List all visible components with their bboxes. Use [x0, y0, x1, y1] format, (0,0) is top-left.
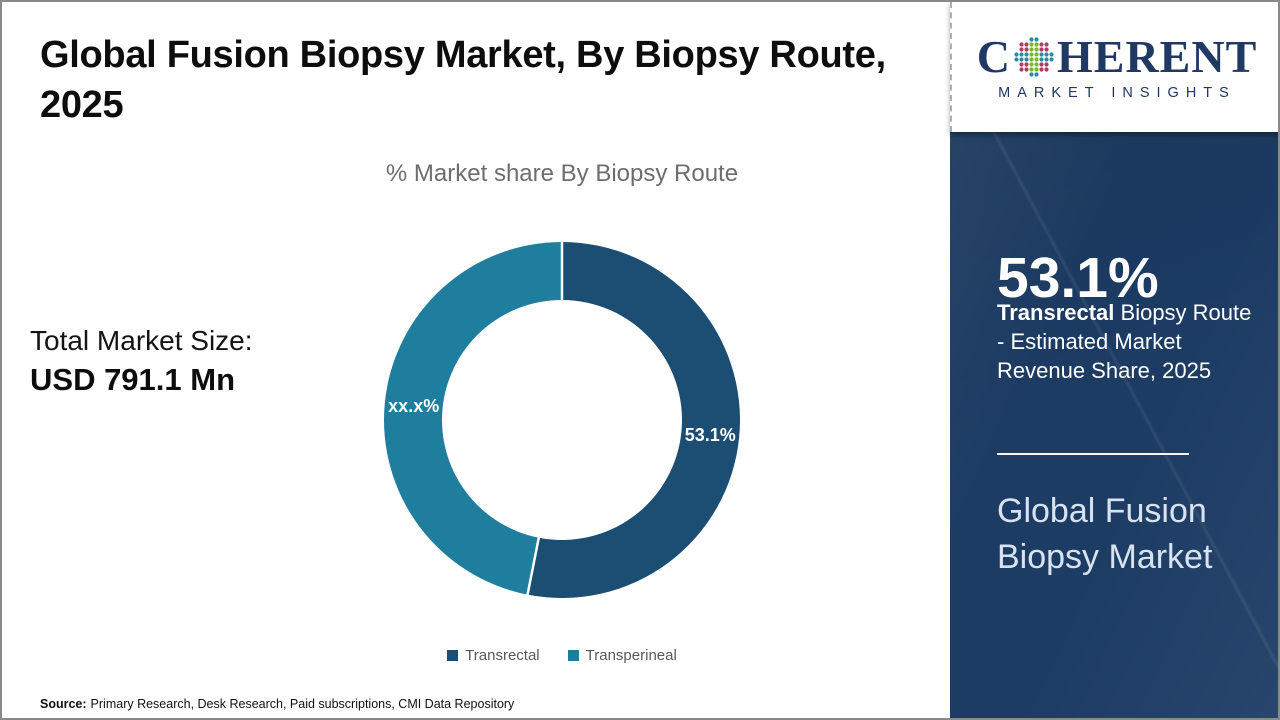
logo-word-start: C	[976, 30, 1011, 82]
globe-dot	[1039, 46, 1044, 52]
globe-dot	[1034, 66, 1039, 72]
source-line: Source: Primary Research, Desk Research, …	[40, 697, 514, 711]
globe-dot	[1024, 56, 1029, 62]
globe-dot	[1014, 51, 1019, 57]
sidebar-stat-value: 53.1%	[997, 246, 1159, 310]
legend-item-transperineal: Transperineal	[567, 647, 677, 664]
sidebar: C HERENT MARKET INSIGHTS 53.1% Transrect…	[950, 2, 1278, 718]
globe-dot	[1049, 56, 1054, 62]
globe-dot	[1044, 61, 1049, 67]
legend-item-transrectal: Transrectal	[447, 647, 540, 664]
globe-dot	[1039, 56, 1044, 62]
legend-label: Transperineal	[585, 647, 677, 664]
globe-dot	[1039, 41, 1044, 47]
donut-slice-label-transperineal: xx.x%	[388, 396, 439, 416]
globe-dot	[1014, 56, 1019, 62]
total-market-size-block: Total Market Size: USD 791.1 Mn	[30, 322, 253, 400]
coherent-globe-icon	[1014, 36, 1054, 77]
globe-dot	[1019, 46, 1024, 52]
donut-slice-transrectal	[527, 242, 740, 598]
globe-dot	[1049, 51, 1054, 57]
globe-dot	[1019, 56, 1024, 62]
globe-dot	[1019, 66, 1024, 72]
legend-label: Transrectal	[465, 647, 540, 664]
page-title-line1: Global Fusion Biopsy Market, By Biopsy R…	[40, 34, 886, 76]
globe-dot	[1029, 66, 1034, 72]
globe-dot	[1034, 36, 1039, 42]
globe-dot	[1044, 66, 1049, 72]
globe-dot	[1029, 71, 1034, 77]
donut-slice-transperineal	[383, 242, 562, 595]
page-title: Global Fusion Biopsy Market, By Biopsy R…	[40, 30, 920, 130]
stat-desc-rest: Biopsy Route - Estimated Market Revenue …	[997, 300, 1252, 383]
globe-dot	[1034, 41, 1039, 47]
total-market-size-label: Total Market Size:	[30, 325, 253, 356]
main-content: Global Fusion Biopsy Market, By Biopsy R…	[2, 2, 950, 718]
globe-dot	[1019, 51, 1024, 57]
globe-dot	[1039, 61, 1044, 67]
globe-dot	[1024, 66, 1029, 72]
sidebar-divider	[997, 453, 1189, 455]
slice-separator	[526, 536, 541, 596]
sidebar-stat-description: Transrectal Biopsy Route - Estimated Mar…	[997, 298, 1261, 385]
legend-swatch-icon	[447, 650, 459, 661]
source-text: Primary Research, Desk Research, Paid su…	[90, 697, 515, 711]
globe-dot	[1029, 46, 1034, 52]
globe-dot	[1034, 46, 1039, 52]
globe-dot	[1019, 41, 1024, 47]
globe-dot	[1024, 41, 1029, 47]
logo-subtitle: MARKET INSIGHTS	[998, 84, 1236, 101]
globe-dot	[1024, 61, 1029, 67]
globe-dot	[1034, 71, 1039, 77]
total-market-size-value: USD 791.1 Mn	[30, 362, 236, 397]
globe-dot	[1024, 51, 1029, 57]
globe-dot	[1029, 36, 1034, 42]
globe-dot	[1034, 56, 1039, 62]
globe-dot	[1034, 51, 1039, 57]
globe-dot	[1044, 46, 1049, 52]
globe-dot	[1029, 56, 1034, 62]
globe-dot	[1024, 46, 1029, 52]
page-title-line2: 2025	[40, 84, 124, 126]
globe-dot	[1044, 41, 1049, 47]
coherent-logo: C HERENT	[976, 30, 1258, 82]
logo-word-end: HERENT	[1056, 30, 1258, 82]
globe-dot	[1029, 41, 1034, 47]
globe-dot	[1034, 61, 1039, 67]
chart-title: % Market share By Biopsy Route	[385, 160, 739, 187]
donut-chart: 53.1% xx.x%	[383, 241, 740, 598]
coherent-logo-panel: C HERENT MARKET INSIGHTS	[950, 2, 1278, 132]
stat-desc-bold: Transrectal	[997, 300, 1115, 325]
globe-dot	[1029, 51, 1034, 57]
globe-dot	[1044, 56, 1049, 62]
globe-dot	[1019, 61, 1024, 67]
donut-slice-label-transrectal: 53.1%	[685, 425, 736, 445]
source-label: Source:	[40, 697, 87, 711]
globe-dot	[1039, 66, 1044, 72]
legend-swatch-icon	[567, 650, 579, 661]
globe-dot	[1044, 51, 1049, 57]
globe-dot	[1039, 51, 1044, 57]
globe-dot	[1029, 61, 1034, 67]
chart-legend: Transrectal Transperineal	[212, 647, 912, 664]
sidebar-market-title: Global Fusion Biopsy Market	[997, 492, 1213, 576]
